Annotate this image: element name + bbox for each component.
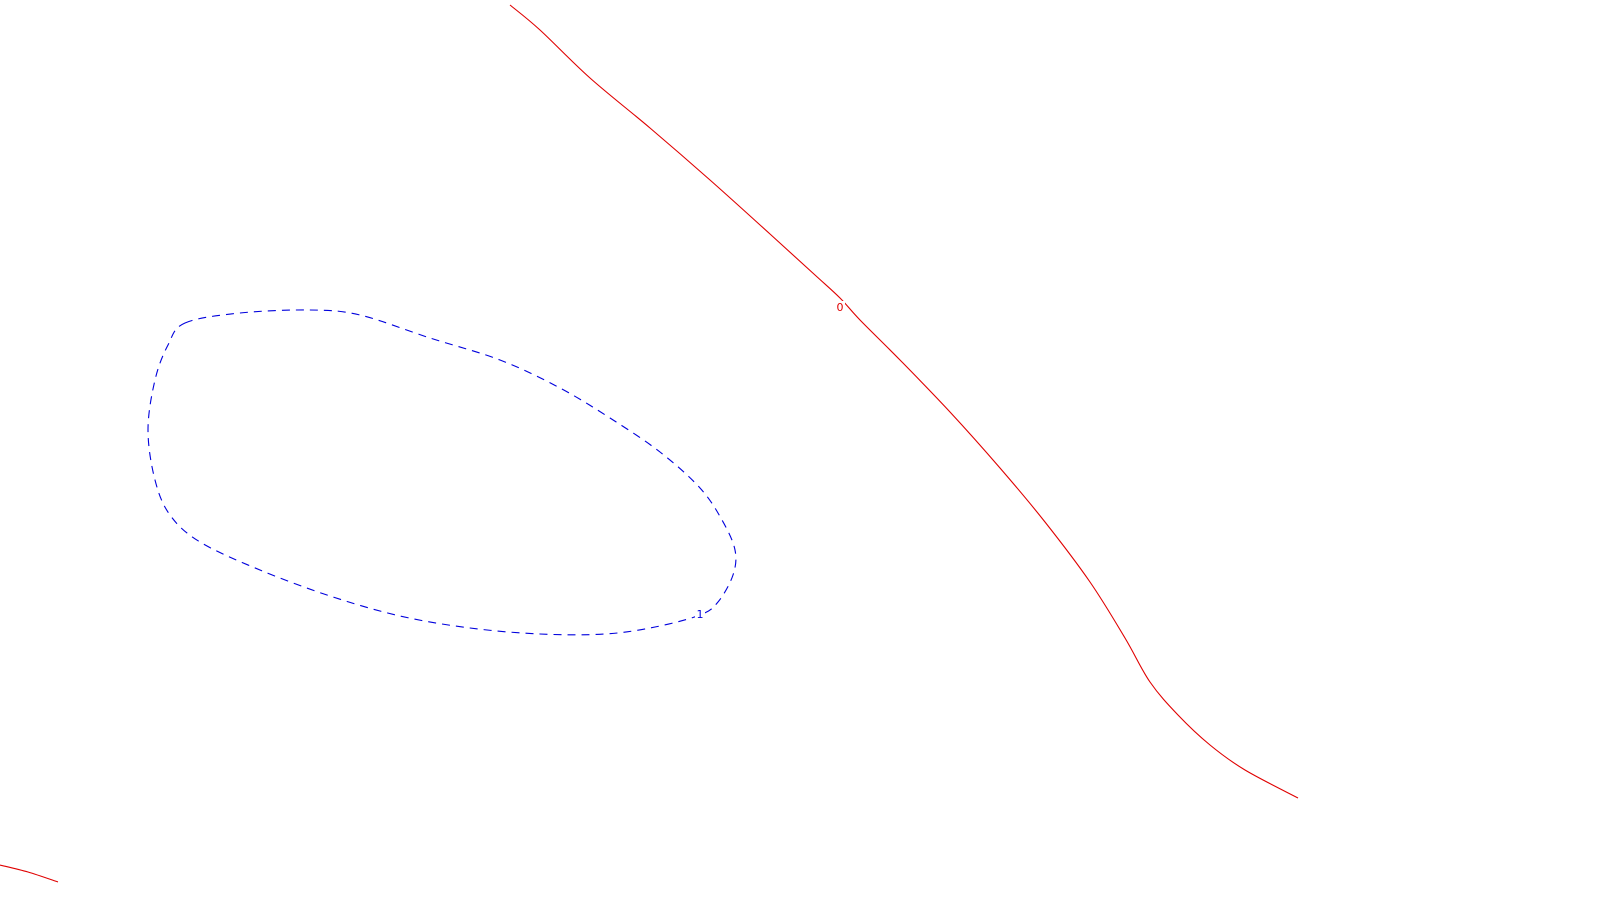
contour-label-background bbox=[835, 301, 845, 315]
contour-label-level-1: 1 bbox=[697, 608, 704, 621]
contour-line-level-1-2 bbox=[147, 309, 737, 636]
contour-labels: 01 bbox=[695, 301, 845, 622]
contour-line-level-0-0 bbox=[509, 4, 1299, 799]
contour-line-level-0-1 bbox=[0, 864, 59, 883]
contour-lines bbox=[0, 4, 1299, 883]
contour-label-level-0: 0 bbox=[837, 301, 844, 314]
contour-label-background bbox=[695, 608, 705, 622]
